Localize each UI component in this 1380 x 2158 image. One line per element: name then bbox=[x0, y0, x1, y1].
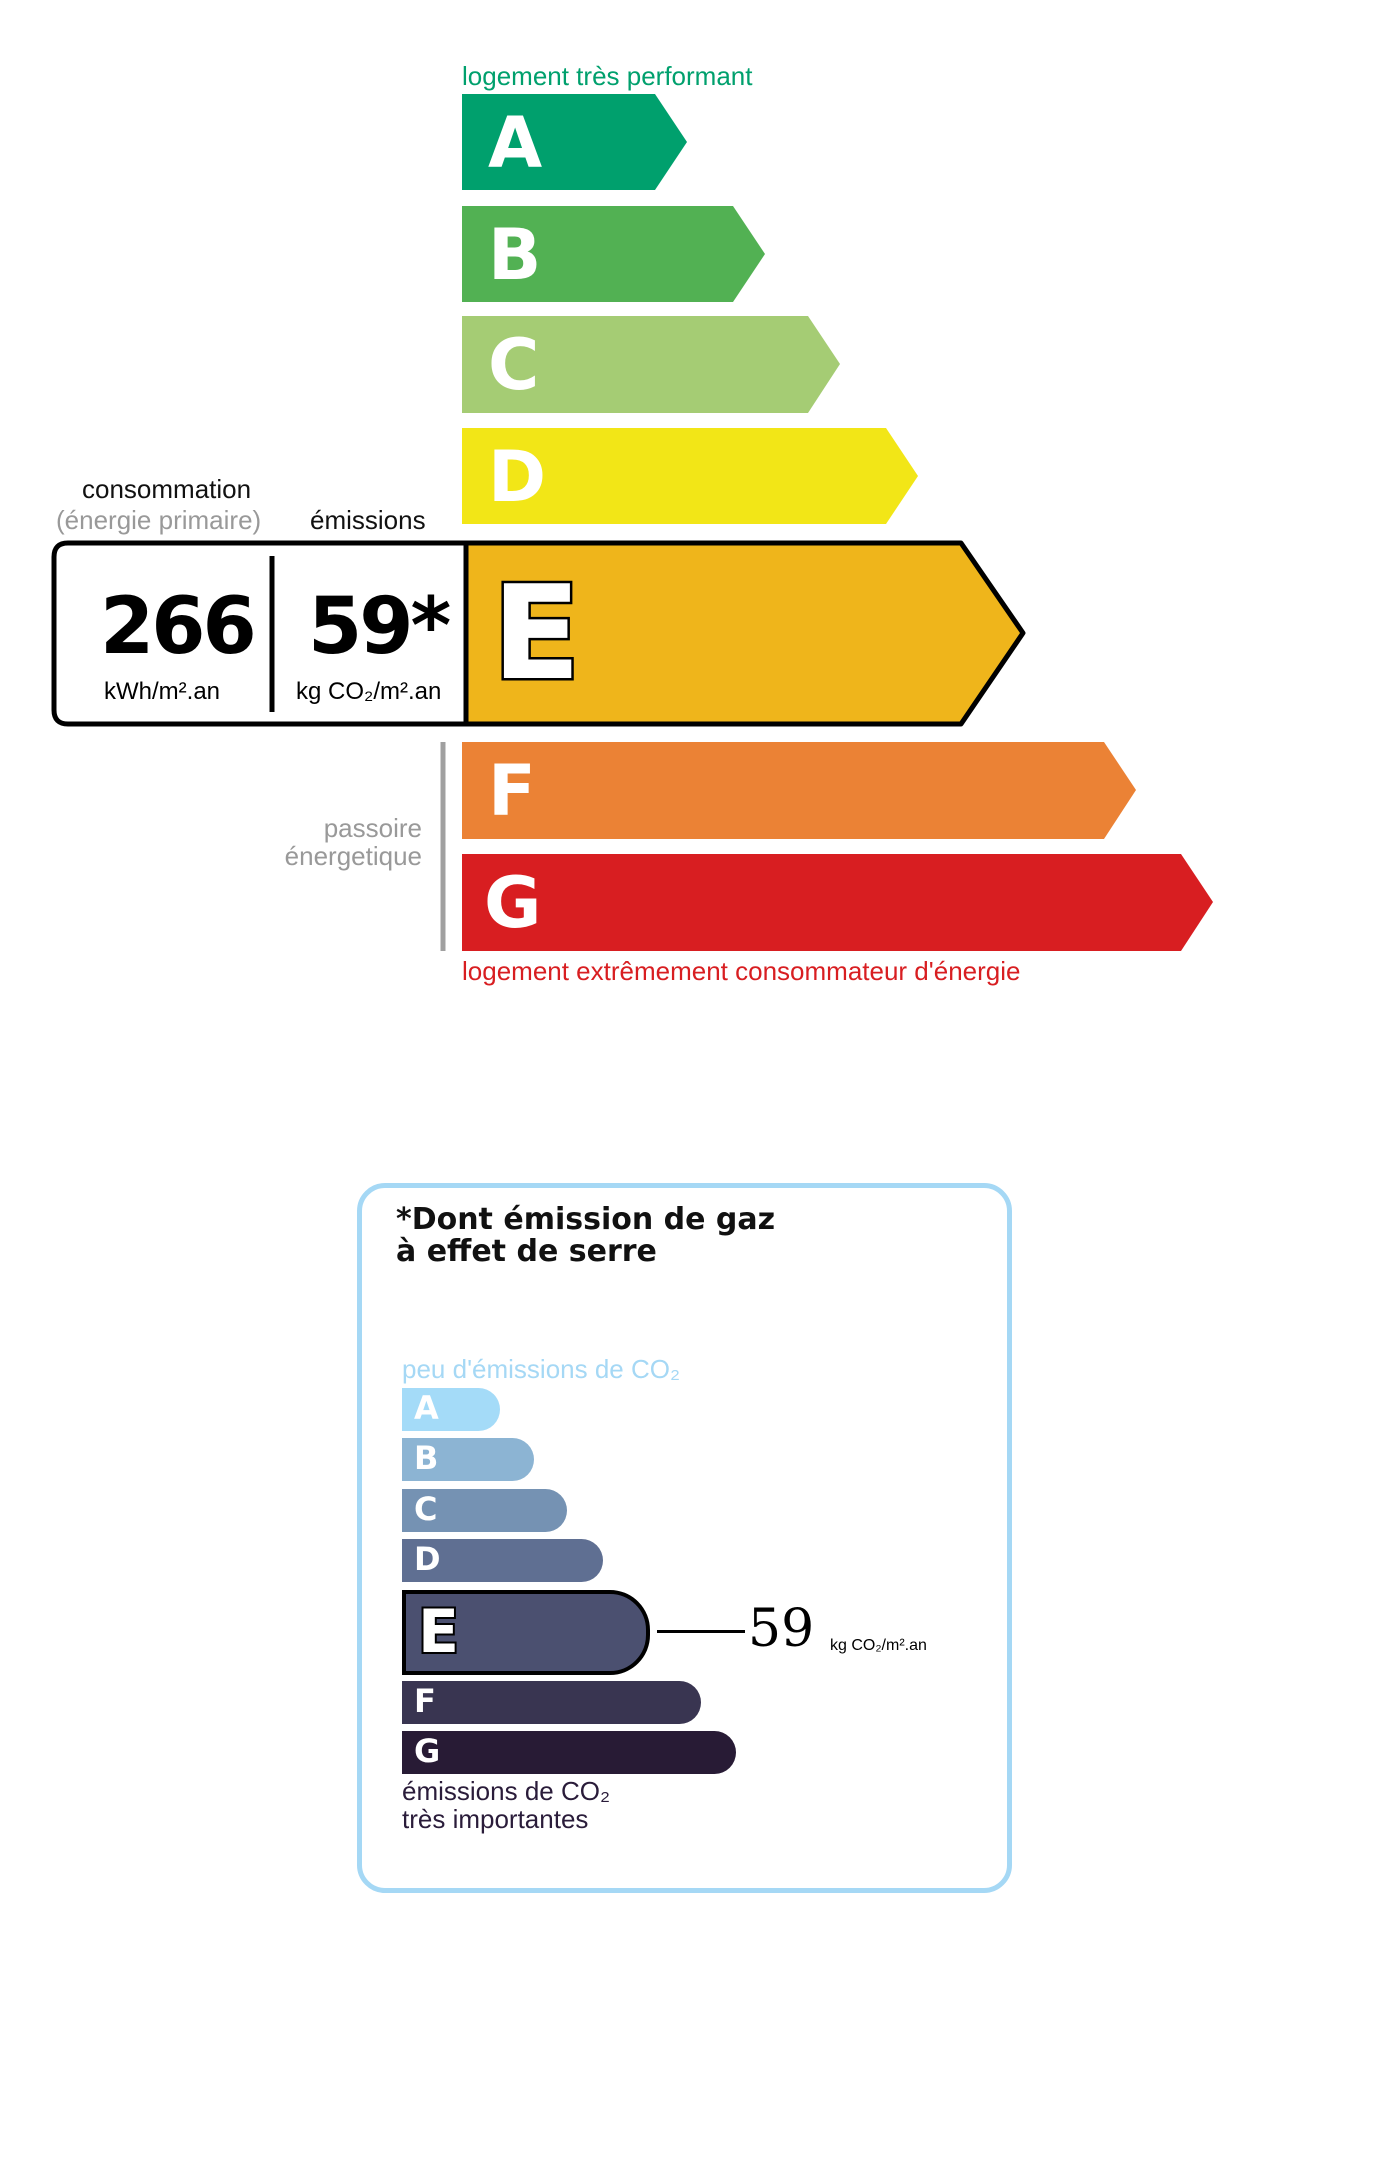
class-letter-d: D bbox=[488, 436, 547, 518]
class-bar-b bbox=[462, 206, 765, 302]
ges-bottom-label-1: émissions de CO₂ bbox=[402, 1776, 611, 1806]
ges-value: 59 bbox=[748, 1599, 815, 1659]
emissions-value: 59* bbox=[308, 582, 451, 672]
ges-letter-f: F bbox=[414, 1682, 436, 1720]
ges-bar-b: B bbox=[402, 1438, 534, 1481]
ges-title-line-2: à effet de serre bbox=[396, 1234, 657, 1269]
consumption-unit: kWh/m².an bbox=[104, 678, 221, 705]
consumption-label: consommation bbox=[82, 474, 252, 504]
ges-bar-g: G bbox=[402, 1731, 736, 1774]
class-bar-d bbox=[462, 428, 918, 524]
ges-letter-b: B bbox=[414, 1439, 439, 1477]
ges-bar-f: F bbox=[402, 1681, 701, 1724]
ges-bottom-label-2: très importantes bbox=[402, 1804, 589, 1834]
ges-letter-g: G bbox=[414, 1732, 441, 1770]
ges-bar-a: A bbox=[402, 1388, 500, 1431]
class-letter-g: G bbox=[484, 862, 542, 944]
ges-top-label: peu d'émissions de CO₂ bbox=[402, 1354, 681, 1384]
class-bar-a bbox=[462, 94, 687, 190]
class-bar-c bbox=[462, 316, 840, 413]
ges-letter-e: E bbox=[416, 1597, 461, 1667]
ges-title-line-1: *Dont émission de gaz bbox=[396, 1202, 776, 1237]
class-bar-e bbox=[463, 540, 1026, 727]
current-value-box bbox=[51, 540, 469, 727]
ges-bar-e: E bbox=[402, 1590, 650, 1675]
ges-bar-d: D bbox=[402, 1539, 603, 1582]
class-bar-f bbox=[462, 742, 1136, 839]
class-letter-a: A bbox=[488, 102, 543, 184]
ges-letter-a: A bbox=[414, 1389, 439, 1427]
class-letter-b: B bbox=[488, 214, 542, 296]
ges-letter-d: D bbox=[414, 1540, 441, 1578]
energy-scale bbox=[51, 94, 1213, 951]
class-bar-g bbox=[462, 854, 1213, 951]
bottom-label: logement extrêmement consommateur d'éner… bbox=[462, 956, 1021, 986]
ges-panel bbox=[357, 1183, 1012, 1893]
ges-letter-c: C bbox=[414, 1490, 438, 1528]
emissions-unit: kg CO₂/m².an bbox=[296, 678, 442, 705]
ges-value-leader-line bbox=[657, 1630, 745, 1633]
passoire-label-1: passoire bbox=[323, 813, 422, 843]
ges-title: *Dont émission de gaz à effet de serre bbox=[396, 1204, 775, 1268]
consumption-sublabel: (énergie primaire) bbox=[56, 505, 262, 535]
consumption-value: 266 bbox=[100, 582, 257, 672]
class-letter-f: F bbox=[488, 750, 536, 832]
emissions-label: émissions bbox=[310, 505, 426, 535]
class-letter-e: E bbox=[490, 557, 584, 709]
top-label: logement très performant bbox=[462, 61, 753, 91]
class-letter-c: C bbox=[488, 324, 540, 406]
passoire-label-2: énergetique bbox=[284, 841, 422, 871]
ges-unit: kg CO₂/m².an bbox=[830, 1637, 927, 1654]
ges-bar-c: C bbox=[402, 1489, 567, 1532]
